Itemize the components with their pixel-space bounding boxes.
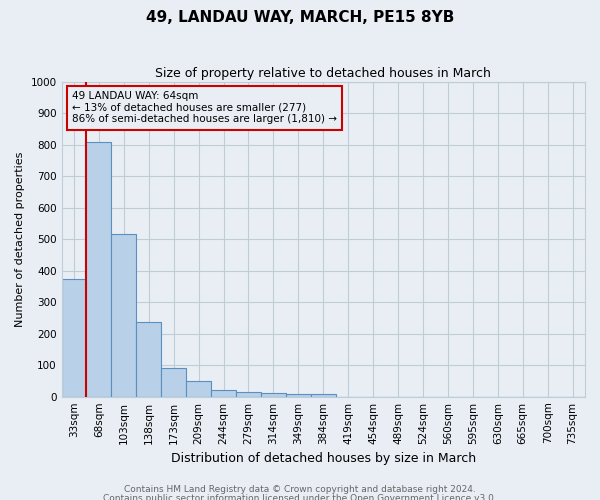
Bar (161, 368, 186, 396)
Bar (112, 234, 136, 396)
Text: 49 LANDAU WAY: 64sqm
← 13% of detached houses are smaller (277)
86% of semi-deta: 49 LANDAU WAY: 64sqm ← 13% of detached h… (72, 91, 337, 124)
Text: Contains public sector information licensed under the Open Government Licence v3: Contains public sector information licen… (103, 494, 497, 500)
Bar (136, 322, 161, 396)
Bar (261, 393, 286, 396)
Bar (286, 394, 311, 396)
Bar (86, 142, 112, 396)
Bar (186, 381, 211, 396)
Bar (236, 392, 261, 396)
Y-axis label: Number of detached properties: Number of detached properties (15, 152, 25, 327)
Title: Size of property relative to detached houses in March: Size of property relative to detached ho… (155, 68, 491, 80)
Text: 49, LANDAU WAY, MARCH, PE15 8YB: 49, LANDAU WAY, MARCH, PE15 8YB (146, 10, 454, 25)
Bar (62, 278, 86, 396)
Bar (311, 394, 336, 396)
Text: Contains HM Land Registry data © Crown copyright and database right 2024.: Contains HM Land Registry data © Crown c… (124, 486, 476, 494)
Bar (211, 390, 236, 396)
X-axis label: Distribution of detached houses by size in March: Distribution of detached houses by size … (171, 452, 476, 465)
